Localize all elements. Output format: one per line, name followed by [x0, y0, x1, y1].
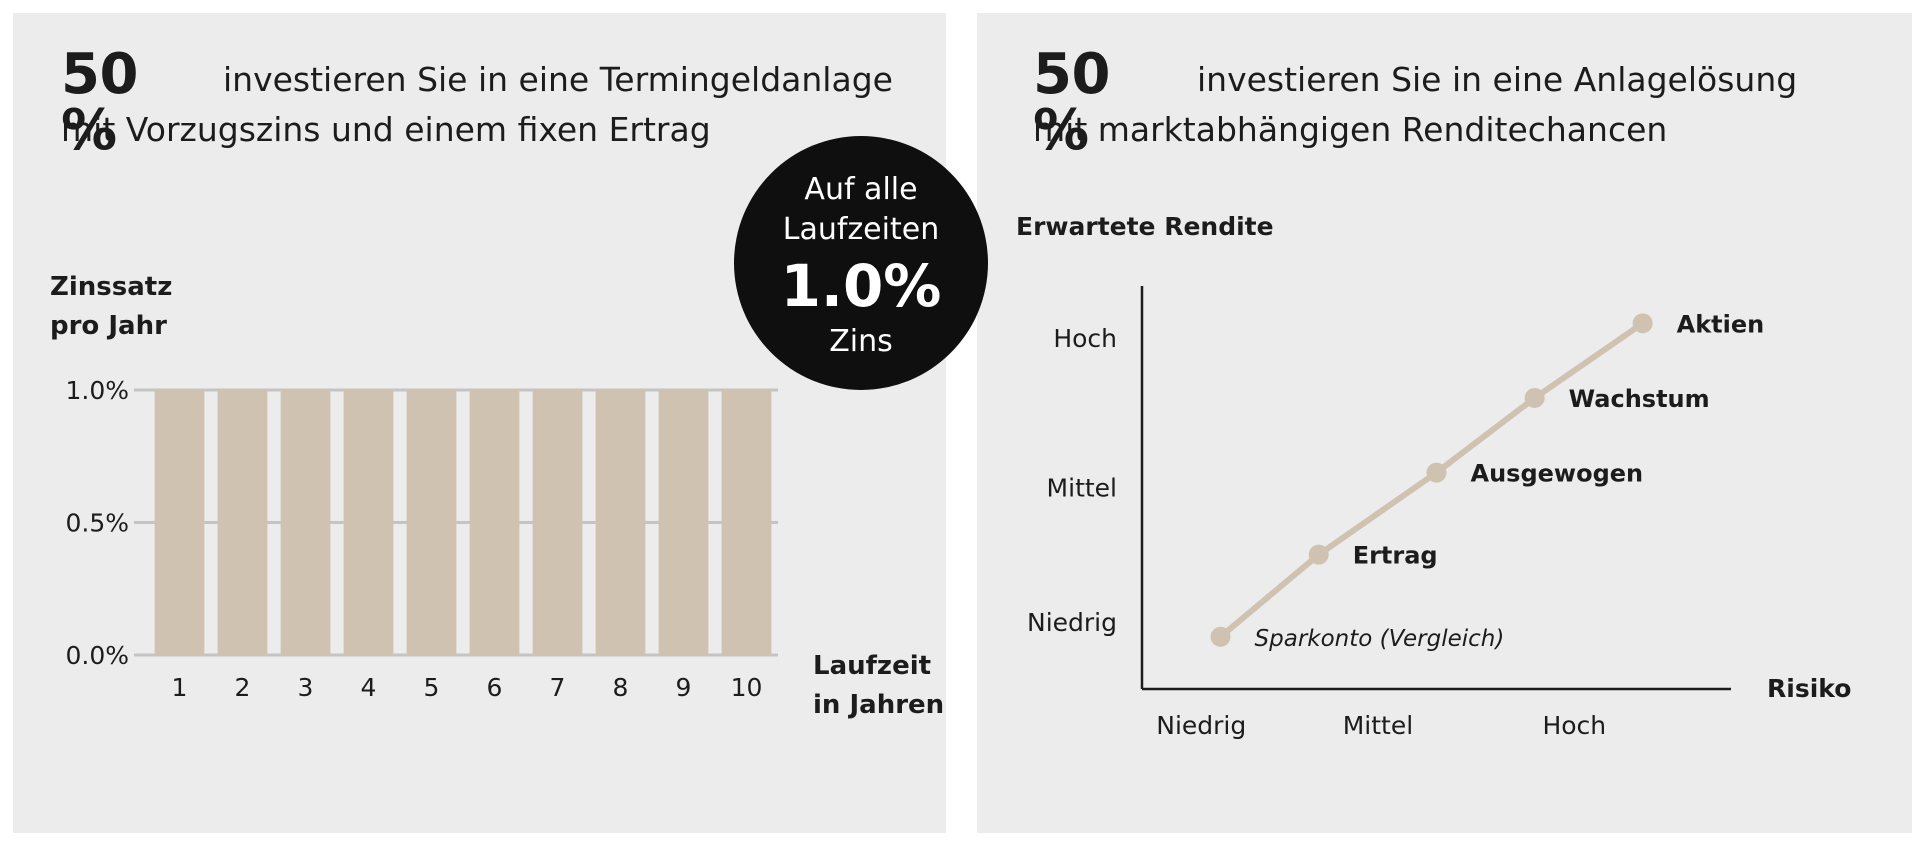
line-x-tick-label: Niedrig [1156, 711, 1246, 740]
left-percent: 50 % [61, 42, 138, 163]
badge-value: 1.0% [780, 252, 942, 320]
line-x-tick-label: Hoch [1542, 711, 1606, 740]
line-y-tick-label: Niedrig [1027, 608, 1117, 637]
point-label: Ausgewogen [1471, 460, 1644, 488]
bar-y-axis-label: Zinssatz [50, 272, 172, 302]
bar-y-axis-label: pro Jahr [50, 311, 167, 341]
bar-y-tick-label: 0.5% [65, 509, 129, 538]
badge-line1: Auf alle [804, 172, 918, 207]
bar-x-tick-label: 2 [235, 673, 251, 702]
point-label: Ertrag [1353, 542, 1438, 570]
bar-x-tick-label: 5 [424, 673, 440, 702]
bar [154, 390, 205, 655]
bar [532, 390, 583, 655]
bar [658, 390, 709, 655]
bar [469, 390, 520, 655]
bar [217, 390, 268, 655]
line-x-axis-label: Risiko [1767, 674, 1851, 703]
left-headline-line1: investieren Sie in eine Termingeldanlage [223, 60, 893, 99]
line-y-tick-label: Mittel [1047, 474, 1117, 503]
series-point [1524, 387, 1545, 408]
series-point [1426, 462, 1447, 483]
bar-chart: Zinssatz pro Jahr 0.0% 0.5% 1.0% 1 2 3 4 5 6 7 8 9 10 L… [50, 272, 944, 720]
point-label: Aktien [1677, 310, 1765, 338]
bar [343, 390, 394, 655]
bar-x-axis-label: in Jahren [813, 690, 944, 720]
right-percent: 50 % [1033, 42, 1110, 163]
bar-x-tick-label: 3 [298, 673, 314, 702]
series-point [1308, 544, 1329, 565]
interest-badge: Auf alle Laufzeiten 1.0% Zins [734, 136, 988, 390]
bar-x-tick-label: 1 [172, 673, 188, 702]
badge-line3: Zins [829, 324, 893, 359]
point-label: Sparkonto (Vergleich) [1255, 626, 1505, 652]
bar-y-tick-label: 1.0% [65, 376, 129, 405]
left-headline-line2: mit Vorzugszins und einem fixen Ertrag [61, 110, 711, 149]
bar-x-tick-label: 8 [613, 673, 629, 702]
bar-x-axis-label: Laufzeit [813, 651, 931, 681]
bar-x-tick-label: 7 [550, 673, 566, 702]
bar-x-tick-label: 6 [487, 673, 503, 702]
line-y-tick-label: Hoch [1053, 324, 1117, 353]
left-panel: 50 % investieren Sie in eine Termingelda… [13, 13, 946, 833]
line-x-tick-label: Mittel [1343, 711, 1413, 740]
bar-y-tick-label: 0.0% [65, 641, 129, 670]
bar [595, 390, 646, 655]
point-label: Wachstum [1569, 385, 1710, 413]
bar [721, 390, 772, 655]
series-point [1210, 626, 1231, 647]
bar-x-tick-label: 10 [731, 673, 763, 702]
bar [280, 390, 331, 655]
bar-x-tick-label: 9 [676, 673, 692, 702]
right-panel: 50 % investieren Sie in eine Anlagelösun… [977, 13, 1912, 833]
right-headline-line1: investieren Sie in eine Anlagelösung [1197, 60, 1798, 99]
badge-line2: Laufzeiten [782, 212, 940, 247]
bar [406, 390, 457, 655]
series-point [1632, 313, 1653, 334]
bar-x-tick-label: 4 [361, 673, 377, 702]
line-y-axis-label: Erwartete Rendite [1016, 212, 1274, 241]
risk-return-chart: Erwartete Rendite Risiko Niedrig Mittel Hoch… [1016, 212, 1851, 740]
right-headline-line2: mit marktabhängigen Renditechancen [1033, 110, 1668, 149]
